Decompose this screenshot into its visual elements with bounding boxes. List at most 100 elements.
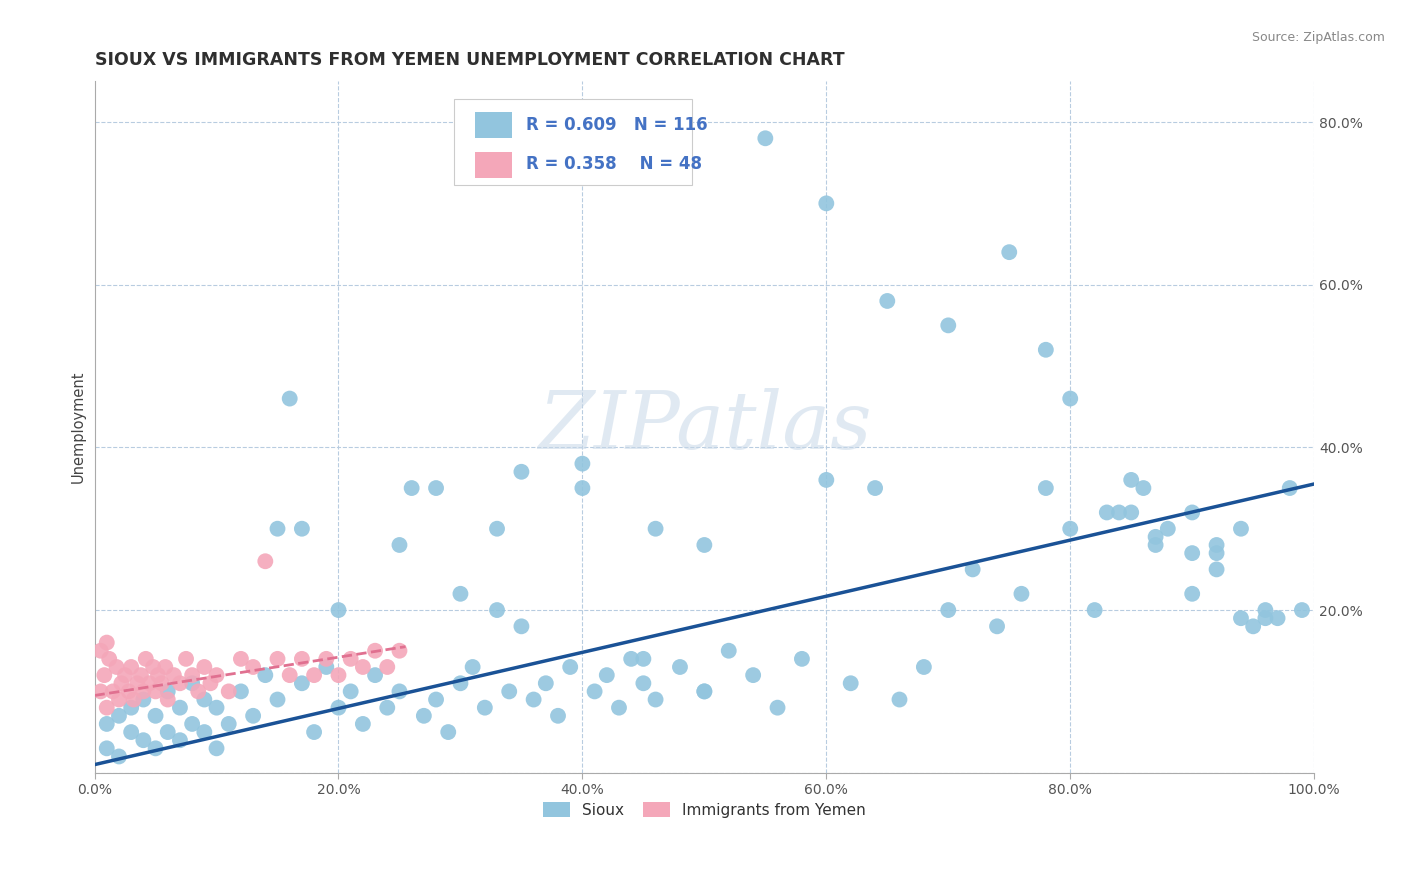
Point [742, 668, 765, 682]
Point [242, 708, 264, 723]
Point [146, 668, 169, 682]
Point [486, 603, 509, 617]
Point [96, 717, 118, 731]
Point [181, 676, 204, 690]
Point [266, 652, 288, 666]
Point [1267, 611, 1289, 625]
Point [633, 652, 655, 666]
Point [142, 660, 165, 674]
Point [644, 522, 666, 536]
Point [523, 692, 546, 706]
Point [547, 708, 569, 723]
Point [510, 619, 533, 633]
FancyBboxPatch shape [454, 99, 692, 185]
Point [278, 668, 301, 682]
Point [302, 668, 325, 682]
Point [1157, 522, 1180, 536]
Point [1121, 473, 1143, 487]
Point [96, 741, 118, 756]
Point [839, 676, 862, 690]
Point [1035, 481, 1057, 495]
Point [1010, 587, 1032, 601]
Point [1278, 481, 1301, 495]
Point [108, 692, 131, 706]
Point [254, 554, 277, 568]
Point [193, 692, 215, 706]
Point [863, 481, 886, 495]
Text: SIOUX VS IMMIGRANTS FROM YEMEN UNEMPLOYMENT CORRELATION CHART: SIOUX VS IMMIGRANTS FROM YEMEN UNEMPLOYM… [94, 51, 844, 69]
Text: R = 0.609   N = 116: R = 0.609 N = 116 [526, 116, 709, 134]
Point [129, 668, 152, 682]
Point [93, 668, 115, 682]
Point [156, 684, 179, 698]
Point [425, 481, 447, 495]
Point [187, 684, 209, 698]
Point [291, 522, 314, 536]
Point [936, 603, 959, 617]
Point [90, 644, 112, 658]
Point [193, 660, 215, 674]
Point [790, 652, 813, 666]
Point [1059, 522, 1081, 536]
Point [339, 652, 361, 666]
Point [114, 668, 136, 682]
Point [218, 684, 240, 698]
Point [583, 684, 606, 698]
Point [291, 676, 314, 690]
Legend: Sioux, Immigrants from Yemen: Sioux, Immigrants from Yemen [537, 797, 872, 824]
Point [1241, 619, 1264, 633]
Point [1121, 505, 1143, 519]
Point [122, 692, 145, 706]
Point [101, 684, 124, 698]
Point [132, 733, 155, 747]
Point [962, 562, 984, 576]
Point [1108, 505, 1130, 519]
Point [571, 457, 593, 471]
Point [150, 676, 173, 690]
Point [693, 684, 716, 698]
Point [205, 700, 228, 714]
Point [669, 660, 692, 674]
Point [328, 700, 350, 714]
Point [412, 708, 434, 723]
Point [181, 668, 204, 682]
Point [328, 668, 350, 682]
Point [1230, 611, 1253, 625]
Point [120, 700, 142, 714]
Text: Source: ZipAtlas.com: Source: ZipAtlas.com [1251, 31, 1385, 45]
Point [169, 676, 191, 690]
Point [315, 652, 337, 666]
Point [291, 652, 314, 666]
Point [1181, 587, 1204, 601]
Point [120, 725, 142, 739]
Point [242, 660, 264, 674]
Point [693, 684, 716, 698]
Point [1205, 562, 1227, 576]
Text: ZIPatlas: ZIPatlas [537, 388, 872, 466]
Point [1035, 343, 1057, 357]
Point [266, 692, 288, 706]
Y-axis label: Unemployment: Unemployment [72, 371, 86, 483]
Point [912, 660, 935, 674]
Point [815, 473, 838, 487]
Point [218, 717, 240, 731]
Point [375, 700, 398, 714]
Point [754, 131, 776, 145]
Point [96, 635, 118, 649]
Point [205, 741, 228, 756]
Point [120, 660, 142, 674]
Point [644, 692, 666, 706]
Point [717, 644, 740, 658]
Point [766, 700, 789, 714]
Point [388, 644, 411, 658]
Point [560, 660, 582, 674]
Point [449, 587, 471, 601]
Point [169, 700, 191, 714]
Point [132, 692, 155, 706]
Point [1230, 522, 1253, 536]
Point [1181, 546, 1204, 560]
Point [1205, 546, 1227, 560]
Point [278, 392, 301, 406]
Point [1254, 611, 1277, 625]
Point [174, 652, 197, 666]
